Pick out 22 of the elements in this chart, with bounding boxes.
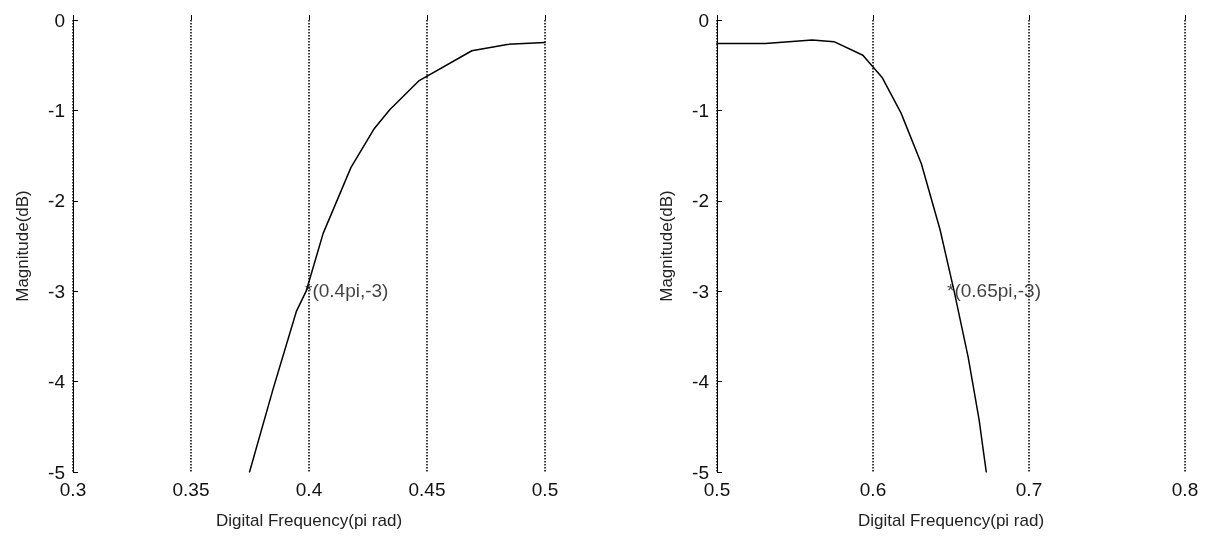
y-tick-label: -2 <box>692 190 709 212</box>
y-axis-title: Magnitude(dB) <box>657 190 676 302</box>
y-tick-label: 0 <box>698 9 709 31</box>
x-tick-label: 0.45 <box>408 479 446 500</box>
y-tick-label: -1 <box>692 99 709 121</box>
x-tick-label: 0.35 <box>172 479 210 500</box>
x-tick-label: 0.6 <box>859 479 887 500</box>
x-tick-label: 0.8 <box>1171 479 1199 500</box>
y-tick-label: -3 <box>48 280 65 302</box>
y-tick-label: 0 <box>54 9 65 31</box>
x-tick-label: 0.7 <box>1015 479 1043 500</box>
y-tick-label: -4 <box>48 371 66 393</box>
x-tick-label: 0.4 <box>295 479 323 500</box>
y-tick-label: -4 <box>692 371 710 393</box>
x-axis-title: Digital Frequency(pi rad) <box>215 511 403 530</box>
y-tick-label: -1 <box>48 99 65 121</box>
y-axis-title: Magnitude(dB) <box>13 190 32 302</box>
x-tick-label: 0.5 <box>531 479 559 500</box>
annotation: *(0.4pi,-3) <box>305 280 389 302</box>
y-tick-label: -2 <box>48 190 65 212</box>
y-tick-label: -3 <box>692 280 709 302</box>
x-axis-title: Digital Frequency(pi rad) <box>857 511 1045 530</box>
